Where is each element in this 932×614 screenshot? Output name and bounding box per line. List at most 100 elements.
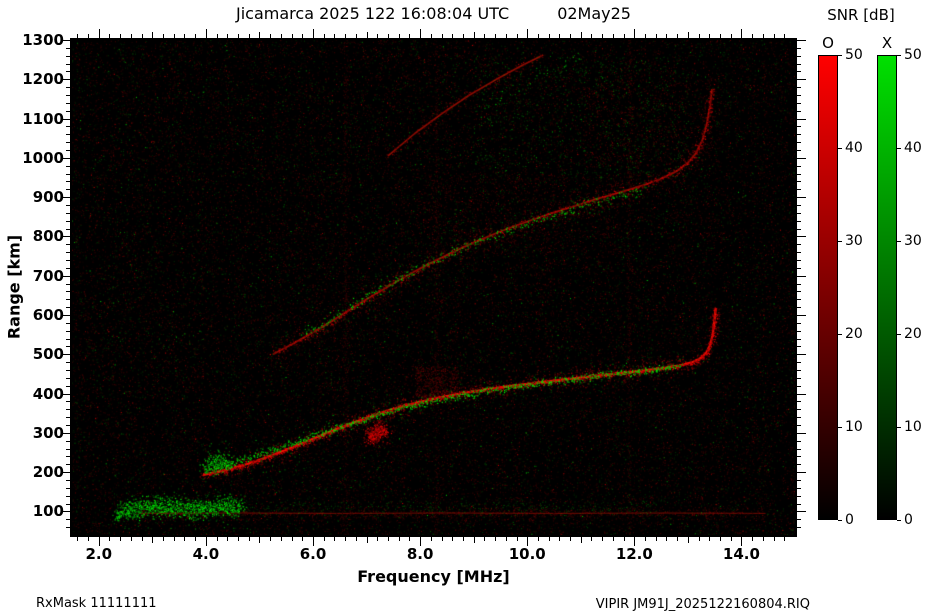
x-tick — [602, 537, 604, 541]
y-tick — [797, 205, 801, 206]
x-tick — [120, 34, 122, 38]
x-tick — [516, 537, 518, 541]
y-tick — [66, 519, 70, 521]
colorbar-tick-label: 40 — [904, 140, 922, 156]
colorbar-tick-label: 10 — [845, 419, 863, 435]
y-tick — [61, 432, 70, 434]
y-tick — [797, 157, 806, 159]
colorbar-tick — [838, 520, 842, 521]
y-tick — [61, 354, 70, 356]
x-tick — [752, 34, 754, 38]
colorbar-x-bar — [877, 55, 897, 520]
x-tick — [709, 537, 711, 541]
x-tick — [398, 537, 400, 541]
x-tick — [280, 537, 282, 541]
y-tick — [797, 126, 801, 128]
y-tick — [797, 55, 801, 57]
rxmask-label: RxMask 11111111 — [36, 596, 157, 611]
x-tick — [120, 537, 122, 541]
x-tick — [355, 34, 357, 38]
y-tick — [797, 385, 801, 387]
y-tick — [797, 472, 806, 474]
y-tick — [66, 267, 70, 269]
x-tick — [313, 537, 314, 546]
x-tick — [752, 537, 754, 541]
y-tick — [66, 370, 70, 371]
y-tick — [66, 126, 70, 128]
y-tick — [797, 527, 801, 529]
y-tick — [797, 464, 801, 466]
y-tick — [66, 299, 70, 301]
colorbar-tick — [838, 427, 842, 428]
y-tick — [797, 480, 801, 481]
y-tick — [797, 220, 801, 222]
y-tick-label: 1300 — [22, 31, 64, 49]
x-tick — [666, 34, 668, 38]
x-tick — [88, 34, 90, 38]
x-tick — [387, 537, 389, 541]
x-tick — [762, 34, 764, 38]
x-tick — [238, 537, 240, 541]
colorbar-tick — [897, 520, 901, 521]
x-tick — [302, 34, 304, 38]
y-tick — [61, 275, 70, 277]
y-tick — [797, 283, 801, 285]
y-tick — [797, 87, 801, 89]
y-tick — [797, 252, 801, 254]
x-tick — [398, 34, 400, 38]
x-tick-label: 12.0 — [615, 545, 653, 563]
y-tick — [66, 330, 70, 332]
x-tick — [88, 537, 90, 541]
x-tick — [227, 537, 229, 541]
colorbar-tick — [838, 55, 842, 56]
y-tick — [66, 291, 70, 293]
x-tick — [484, 34, 486, 38]
y-tick — [797, 212, 801, 214]
y-tick — [61, 40, 70, 41]
y-tick — [797, 377, 801, 379]
x-tick — [216, 537, 218, 541]
x-tick-label: 6.0 — [299, 545, 327, 563]
x-tick — [377, 34, 379, 38]
y-tick — [797, 315, 806, 316]
colorbar-tick-label: 50 — [845, 47, 863, 63]
y-tick — [66, 417, 70, 419]
y-tick — [797, 173, 801, 175]
chart-date: 02May25 — [557, 4, 631, 23]
y-tick — [797, 267, 801, 269]
y-tick — [797, 362, 801, 364]
x-tick — [377, 537, 379, 541]
x-tick — [495, 537, 497, 541]
x-tick-label: 2.0 — [85, 545, 113, 563]
x-tick — [430, 34, 432, 38]
x-tick — [559, 537, 561, 541]
y-tick — [797, 102, 801, 104]
x-tick — [323, 537, 325, 541]
y-tick-label: 200 — [32, 463, 64, 482]
y-tick — [66, 212, 70, 214]
x-tick — [441, 34, 443, 38]
colorbar-tick-label: 20 — [845, 326, 863, 342]
y-tick — [66, 55, 70, 57]
x-tick — [409, 537, 411, 541]
x-tick — [677, 537, 679, 541]
y-tick — [797, 260, 801, 261]
x-tick — [334, 34, 336, 38]
file-label: VIPIR JM91J_2025122160804.RIQ — [595, 597, 810, 612]
x-tick — [173, 537, 175, 541]
x-tick — [505, 34, 507, 38]
x-tick — [248, 34, 250, 38]
x-tick — [238, 34, 240, 38]
x-tick — [184, 34, 186, 38]
y-tick-label: 1200 — [22, 70, 64, 89]
chart-title: Jicamarca 2025 122 16:08:04 UTC — [236, 4, 510, 23]
x-tick — [687, 32, 689, 38]
x-tick — [248, 537, 250, 541]
x-tick — [505, 537, 507, 541]
x-tick — [173, 34, 175, 38]
y-tick — [797, 354, 806, 356]
x-tick — [537, 537, 539, 541]
x-tick — [591, 537, 593, 541]
y-tick — [66, 385, 70, 387]
